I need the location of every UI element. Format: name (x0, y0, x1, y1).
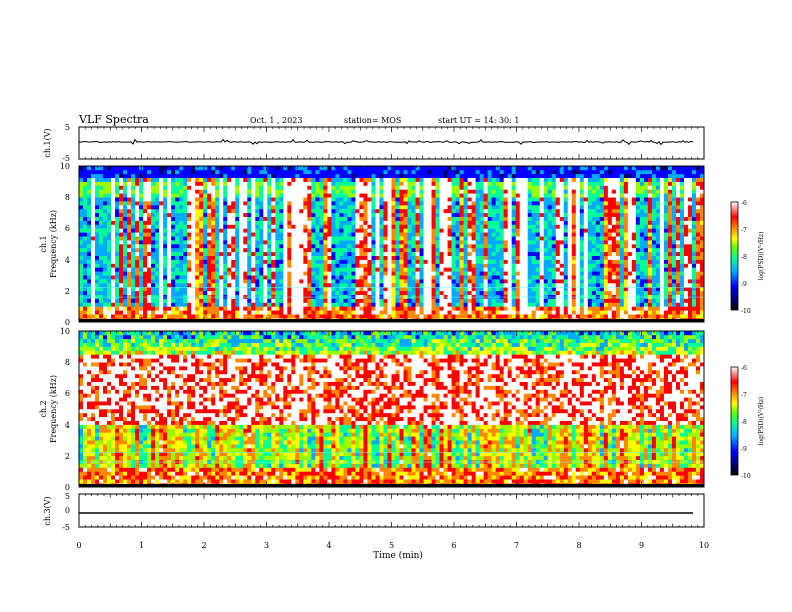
ch2-spectrogram-ticks (78, 331, 705, 487)
ch1-freq-tick-0: 0 (65, 318, 70, 327)
ch2-cbar-tick-7: -7 (741, 392, 747, 399)
ch1-ylabel: ch.1(V) (43, 128, 52, 157)
time-tick-label-9: 9 (639, 541, 644, 550)
time-tick-label-10: 10 (699, 541, 709, 550)
ch3-ylabel: ch.3(V) (43, 496, 52, 525)
ch1-cbar-tick-7: -7 (741, 227, 747, 234)
figure-title: VLF Spectra (78, 113, 149, 126)
ch2-freq-tick-8: 8 (65, 358, 70, 367)
ch1-cbar-tick-10: -10 (741, 308, 751, 315)
ch2-freq-tick-10: 10 (60, 327, 70, 336)
time-tick-label-7: 7 (514, 541, 519, 550)
ch1-ytick--5: -5 (62, 154, 70, 163)
ch1-spectrogram-panel: 0 2 4 6 8 10 ch.1Frequency (kHz) -6 -7 -… (39, 162, 765, 327)
ch2-spectrogram-image (79, 331, 705, 488)
ch1-waveform-ticks (78, 127, 705, 159)
ch1-cbar-tick-6: -6 (741, 200, 747, 207)
ch1-cbar-tick-9: -9 (741, 281, 747, 288)
ch1-cbar-tick-8: -8 (741, 254, 747, 261)
time-axis-tick-labels: 0 1 2 3 4 5 6 7 8 9 10 (76, 541, 709, 550)
ch3-waveform-ticks (78, 494, 705, 527)
ch2-cbar-tick-10: -10 (741, 473, 751, 480)
time-axis-label: Time (min) (373, 550, 423, 561)
time-tick-label-0: 0 (76, 541, 81, 550)
ch1-waveform-panel: 5 -5 ch.1(V) (43, 123, 705, 163)
ch1-cbar-label: log(PSD)(V²/Hz) (758, 232, 765, 281)
ch2-freq-ylabel: ch.2Frequency (kHz) (39, 375, 58, 443)
ch1-freq-tick-6: 6 (65, 224, 70, 233)
ch3-ytick-0: 0 (65, 506, 70, 515)
time-tick-label-5: 5 (389, 541, 394, 550)
start-time-label: start UT = 14: 30: 1 (438, 116, 519, 125)
ch2-freq-tick-2: 2 (65, 452, 70, 461)
ch1-freq-tick-10: 10 (60, 162, 70, 171)
time-tick-label-3: 3 (264, 541, 269, 550)
ch3-ytick--5: -5 (62, 523, 70, 532)
ch1-freq-tick-8: 8 (65, 193, 70, 202)
time-tick-label-1: 1 (139, 541, 144, 550)
ch1-spectrogram-ticks (78, 166, 705, 322)
time-tick-label-8: 8 (576, 541, 581, 550)
ch1-waveform-line (78, 138, 694, 146)
ch1-freq-tick-2: 2 (65, 287, 70, 296)
ch1-freq-ylabel: ch.1Frequency (kHz) (39, 210, 58, 278)
ch2-cbar-tick-6: -6 (741, 365, 747, 372)
time-tick-label-6: 6 (451, 541, 456, 550)
ch2-freq-tick-0: 0 (65, 483, 70, 492)
ch2-freq-tick-6: 6 (65, 389, 70, 398)
station-label: station= MOS (344, 116, 401, 125)
ch2-freq-tick-4: 4 (65, 421, 70, 430)
ch2-colorbar: -6 -7 -8 -9 -10 log(PSD)(V²/Hz) (730, 365, 765, 480)
ch2-cbar-tick-9: -9 (741, 446, 747, 453)
ch1-colorbar: -6 -7 -8 -9 -10 log(PSD)(V²/Hz) (730, 200, 765, 315)
ch2-spectrogram-panel: 0 2 4 6 8 10 ch.2Frequency (kHz) -6 -7 -… (39, 327, 765, 492)
time-tick-label-4: 4 (326, 541, 331, 550)
date-label: Oct. 1 , 2023 (250, 116, 302, 125)
ch1-spectrogram-image (79, 166, 705, 323)
ch3-waveform-panel: 5 0 -5 ch.3(V) 0 1 2 3 4 5 6 7 8 9 10 Time (min) (43, 492, 709, 561)
ch2-cbar-tick-8: -8 (741, 419, 747, 426)
ch3-ytick-5: 5 (65, 492, 70, 501)
ch1-ytick-5: 5 (65, 123, 70, 132)
ch2-cbar-label: log(PSD)(V²/Hz) (758, 397, 765, 446)
time-tick-label-2: 2 (201, 541, 206, 550)
ch1-freq-tick-4: 4 (65, 256, 70, 265)
